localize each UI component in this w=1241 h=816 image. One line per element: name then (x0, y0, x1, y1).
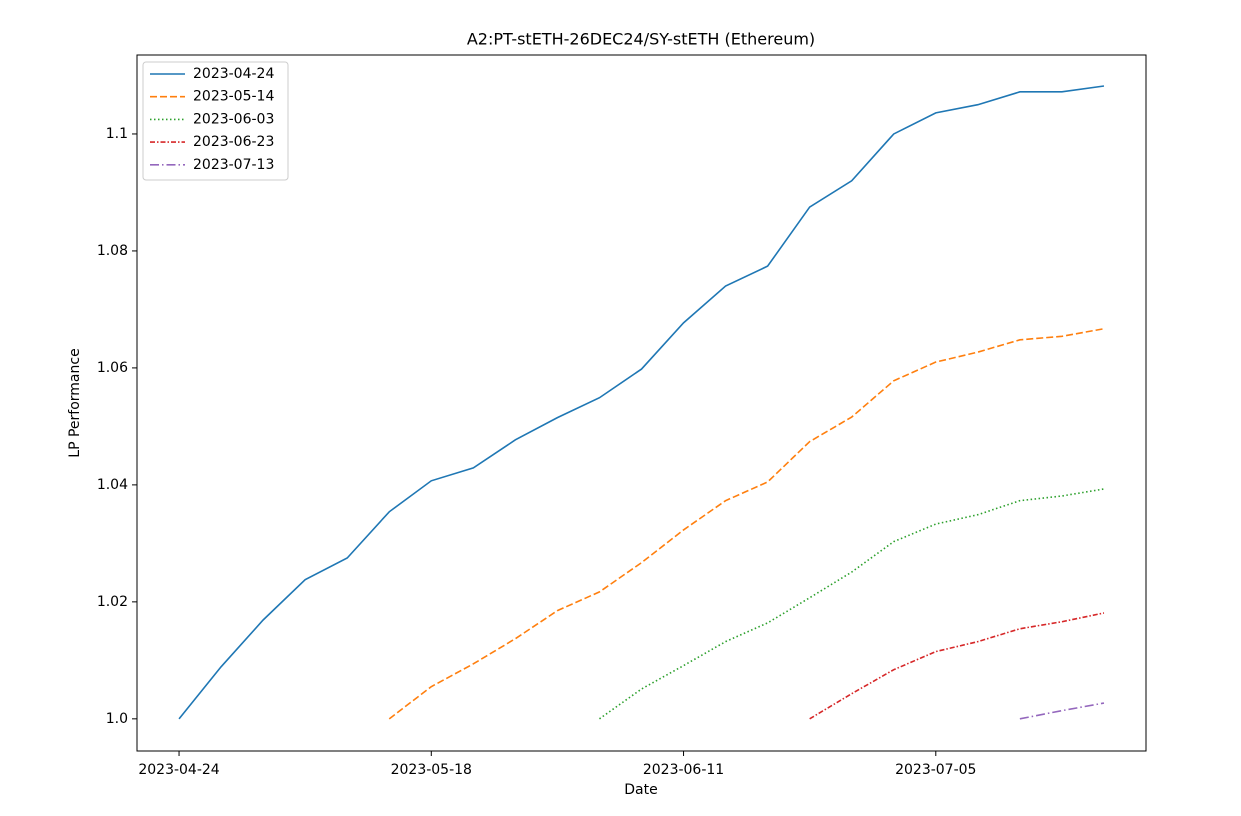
y-tick-label: 1.0 (106, 711, 128, 727)
series-line (388, 327, 1105, 720)
x-axis-label: Date (624, 782, 657, 798)
x-tick-label: 2023-07-05 (895, 762, 976, 778)
series-line (178, 85, 1105, 720)
legend-box (142, 61, 289, 181)
x-tick-label: 2023-06-11 (643, 762, 724, 778)
legend-label: 2023-07-13 (193, 157, 274, 173)
y-tick-label: 1.02 (97, 594, 128, 610)
y-tick-label: 1.06 (97, 360, 128, 376)
y-tick-label: 1.1 (106, 126, 128, 142)
series-line (598, 488, 1105, 720)
y-axis-label: LP Performance (67, 348, 83, 457)
x-tick-label: 2023-05-18 (391, 762, 472, 778)
plot-frame (136, 54, 1147, 752)
series-line (809, 612, 1105, 720)
legend-label: 2023-04-24 (193, 66, 274, 82)
series-line (1019, 702, 1105, 720)
legend-label: 2023-05-14 (193, 89, 274, 105)
legend-label: 2023-06-23 (193, 134, 274, 150)
y-tick-label: 1.04 (97, 477, 128, 493)
y-tick-label: 1.08 (97, 243, 128, 259)
x-tick-label: 2023-04-24 (138, 762, 219, 778)
chart-title: A2:PT-stETH-26DEC24/SY-stETH (Ethereum) (467, 30, 815, 49)
legend-label: 2023-06-03 (193, 111, 274, 127)
